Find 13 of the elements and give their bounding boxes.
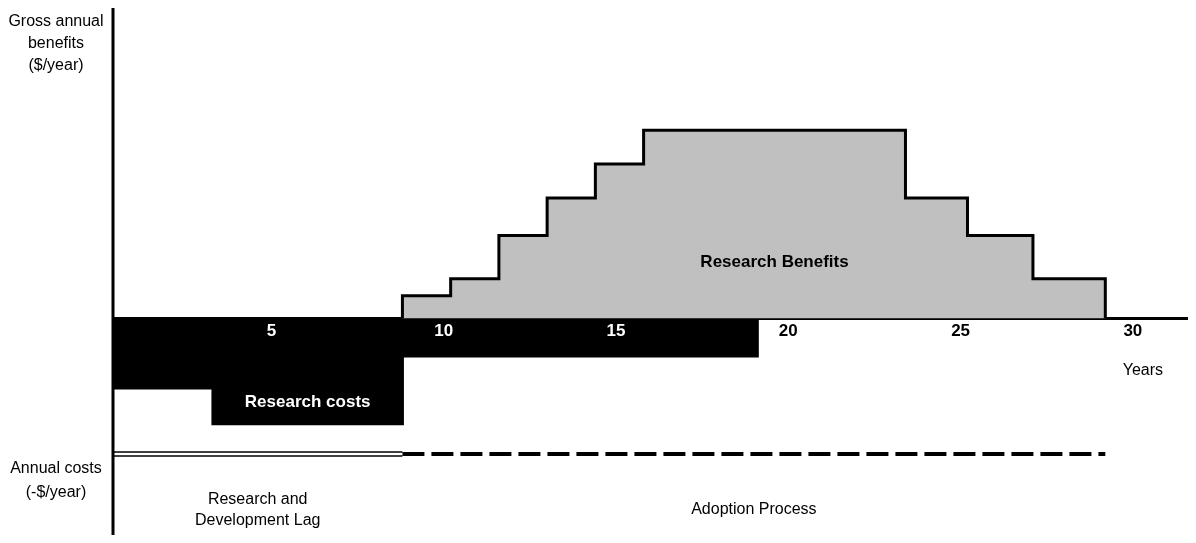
x-tick-label: 30 <box>1123 321 1143 341</box>
x-axis-title: Years <box>1122 360 1164 378</box>
x-tick-label: 10 <box>434 321 454 341</box>
x-tick-label: 25 <box>951 321 971 341</box>
series-label: Research Benefits <box>700 251 849 271</box>
x-tick-label: 20 <box>778 321 798 341</box>
text: Research and Development Lag <box>195 489 321 528</box>
text: Annual costs (-$/year) <box>9 458 103 502</box>
x-tick-label: 5 <box>266 321 277 341</box>
text: Adoption Process <box>691 500 817 518</box>
x-tick-label: 15 <box>606 321 626 341</box>
y-axis-title: Gross annual benefits ($/year) <box>8 11 104 75</box>
series-label: Research costs <box>244 392 371 412</box>
